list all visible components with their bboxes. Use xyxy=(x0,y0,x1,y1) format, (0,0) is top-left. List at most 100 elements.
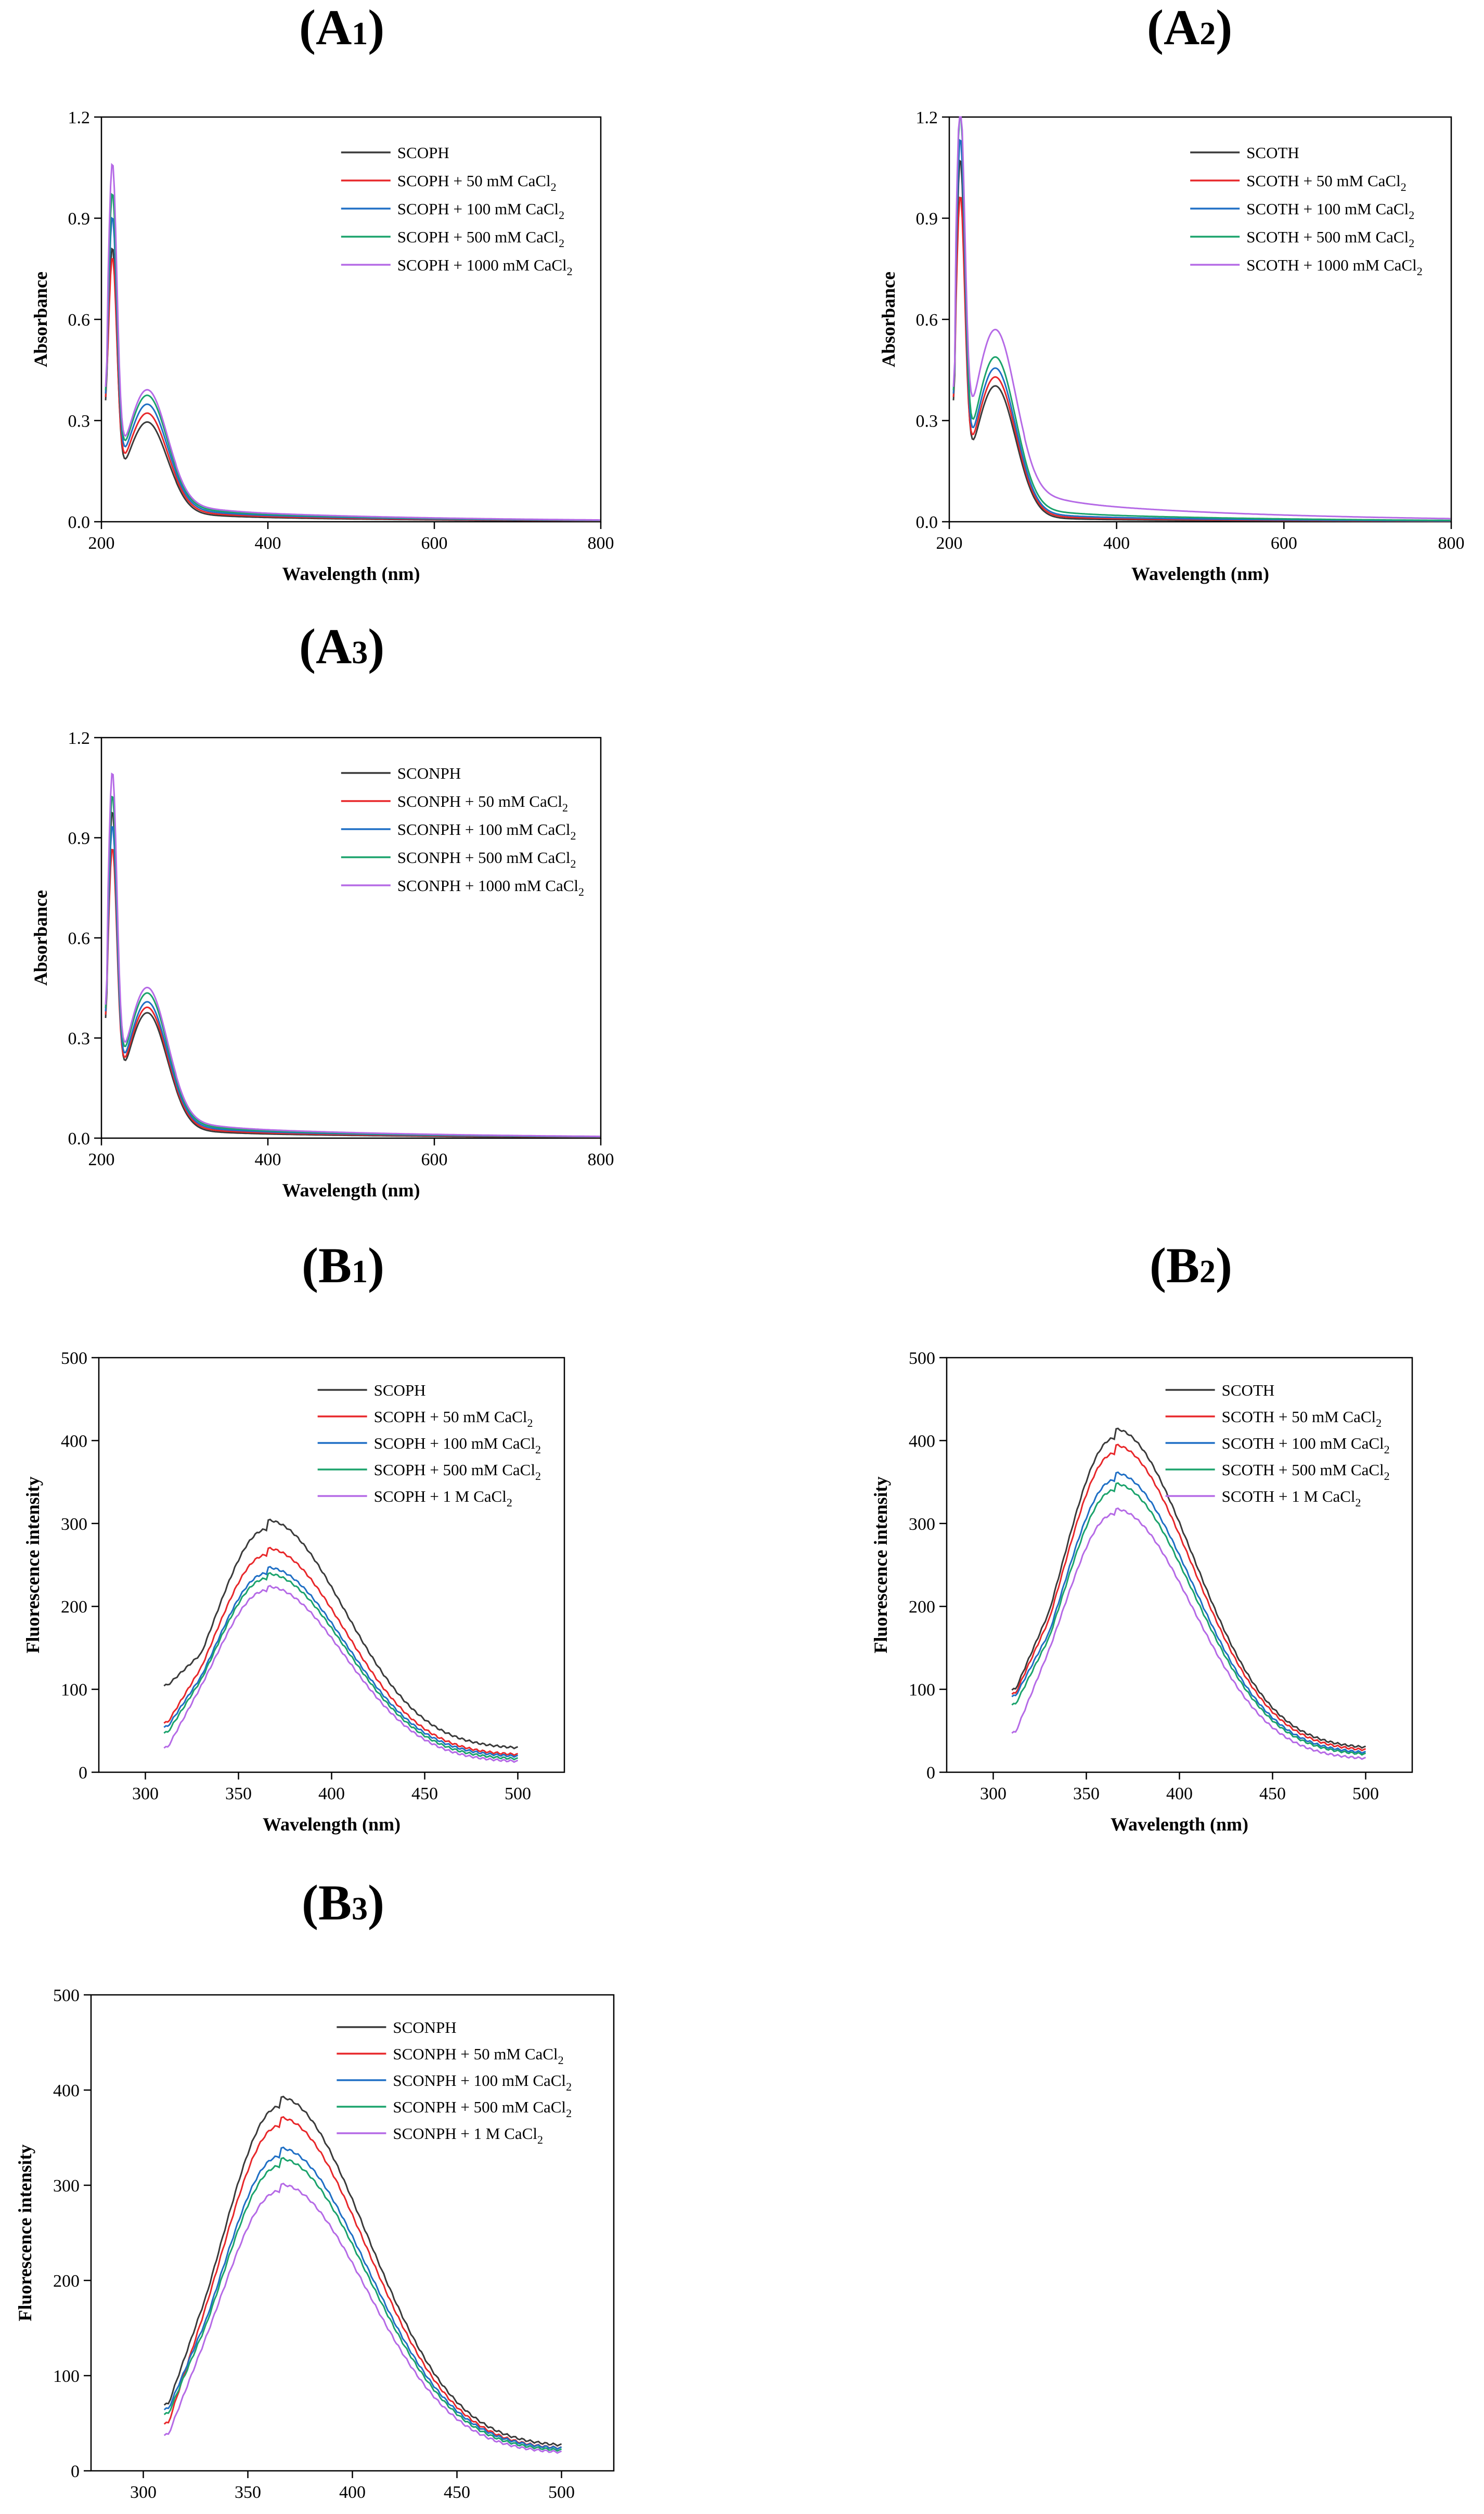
series-line-5 xyxy=(1011,1507,1366,1760)
y-axis-label: Absorbance xyxy=(30,272,51,367)
x-tick-label: 400 xyxy=(255,534,281,553)
legend-label-text: SCOTH xyxy=(1246,144,1299,162)
x-tick-label: 400 xyxy=(339,2483,366,2502)
y-tick-label: 0.6 xyxy=(68,929,91,948)
legend-label: SCONPH + 100 mM CaCl2 xyxy=(397,820,576,842)
legend-label-text: SCOPH + 500 mM CaCl xyxy=(374,1461,535,1479)
legend-label-subscript: 2 xyxy=(1356,1496,1361,1509)
legend-label-text: SCONPH xyxy=(397,764,461,782)
legend-label: SCOTH xyxy=(1222,1381,1275,1399)
legend-label-text: SCOTH + 500 mM CaCl xyxy=(1246,228,1409,246)
x-tick-label: 300 xyxy=(130,2483,157,2502)
y-axis-label: Fluorescence intensity xyxy=(870,1476,891,1653)
y-tick-label: 500 xyxy=(61,1349,87,1368)
y-tick-label: 0.6 xyxy=(916,311,938,330)
y-tick-label: 1.2 xyxy=(916,108,938,127)
legend-label-subscript: 2 xyxy=(571,829,576,842)
x-tick-label: 500 xyxy=(1352,1784,1379,1803)
legend-label-text: SCOPH + 100 mM CaCl xyxy=(397,200,559,218)
legend-label: SCOTH + 500 mM CaCl2 xyxy=(1246,228,1414,250)
legend-label: SCOPH + 500 mM CaCl2 xyxy=(397,228,564,250)
y-tick-label: 0.3 xyxy=(68,412,91,431)
legend-label-subscript: 2 xyxy=(1417,265,1423,278)
y-tick-label: 100 xyxy=(909,1681,935,1700)
y-tick-label: 0 xyxy=(926,1763,935,1783)
series-line-1 xyxy=(1011,1427,1366,1749)
legend-label: SCOTH + 100 mM CaCl2 xyxy=(1222,1434,1390,1456)
series-line-3 xyxy=(163,2146,562,2450)
legend-label-text: SCONPH + 50 mM CaCl xyxy=(397,792,562,810)
legend-label-subscript: 2 xyxy=(1409,237,1414,250)
legend-label-subscript: 2 xyxy=(1384,1469,1390,1482)
x-tick-label: 400 xyxy=(318,1784,345,1803)
y-tick-label: 100 xyxy=(53,2367,80,2386)
x-axis-label: Wavelength (nm) xyxy=(282,563,420,584)
legend-label-text: SCOPH + 1 M CaCl xyxy=(374,1487,507,1505)
y-tick-label: 0.9 xyxy=(68,210,91,229)
y-tick-label: 500 xyxy=(53,1986,80,2005)
legend-label-subscript: 2 xyxy=(1401,181,1406,194)
legend-label-subscript: 2 xyxy=(578,885,584,898)
legend-label-subscript: 2 xyxy=(1376,1416,1382,1429)
y-tick-label: 400 xyxy=(61,1432,87,1451)
x-tick-label: 600 xyxy=(1271,534,1297,553)
legend-label-subscript: 2 xyxy=(558,2054,564,2067)
legend-label-text: SCOTH + 50 mM CaCl xyxy=(1222,1408,1376,1426)
x-tick-label: 300 xyxy=(132,1784,159,1803)
legend-label: SCOPH + 1000 mM CaCl2 xyxy=(397,256,573,278)
x-tick-label: 600 xyxy=(421,1150,448,1169)
series-line-5 xyxy=(952,116,1451,520)
legend-label-subscript: 2 xyxy=(551,181,557,194)
legend-label: SCOPH xyxy=(397,144,449,162)
series-line-3 xyxy=(1011,1471,1366,1755)
legend-label-text: SCOPH xyxy=(397,144,449,162)
x-tick-label: 400 xyxy=(255,1150,281,1169)
y-tick-label: 100 xyxy=(61,1681,87,1700)
x-tick-label: 800 xyxy=(1438,534,1465,553)
series-line-3 xyxy=(163,1566,519,1758)
legend-label: SCOTH + 1 M CaCl2 xyxy=(1222,1487,1361,1509)
series-line-5 xyxy=(105,163,600,521)
legend-label-subscript: 2 xyxy=(559,209,564,222)
series-line-2 xyxy=(1011,1443,1366,1751)
x-tick-label: 300 xyxy=(980,1784,1006,1803)
legend-label-subscript: 2 xyxy=(567,265,573,278)
y-tick-label: 400 xyxy=(53,2081,80,2100)
y-tick-label: 0 xyxy=(79,1763,87,1783)
x-tick-label: 800 xyxy=(588,534,614,553)
legend-label-text: SCONPH + 500 mM CaCl xyxy=(397,848,571,867)
legend-label-subscript: 2 xyxy=(535,1443,541,1456)
legend-label-subscript: 2 xyxy=(571,857,576,870)
series-line-2 xyxy=(163,1546,519,1757)
legend-label: SCOTH xyxy=(1246,144,1299,162)
x-tick-label: 400 xyxy=(1103,534,1130,553)
x-tick-label: 800 xyxy=(588,1150,614,1169)
legend-label: SCOTH + 1000 mM CaCl2 xyxy=(1246,256,1423,278)
x-axis-label: Wavelength (nm) xyxy=(1111,1814,1248,1835)
y-tick-label: 0.0 xyxy=(916,513,938,532)
y-tick-label: 200 xyxy=(61,1597,87,1617)
x-tick-label: 350 xyxy=(1073,1784,1100,1803)
legend-label-subscript: 2 xyxy=(507,1496,512,1509)
legend-label: SCOTH + 100 mM CaCl2 xyxy=(1246,200,1414,222)
legend-label: SCOTH + 500 mM CaCl2 xyxy=(1222,1461,1390,1482)
x-axis-label: Wavelength (nm) xyxy=(283,2512,421,2514)
legend-label: SCONPH + 500 mM CaCl2 xyxy=(397,848,576,870)
legend-label: SCONPH + 100 mM CaCl2 xyxy=(393,2071,572,2093)
legend-label-subscript: 2 xyxy=(1384,1443,1390,1456)
series-line-1 xyxy=(163,1518,519,1750)
y-tick-label: 200 xyxy=(909,1597,935,1617)
legend-label: SCONPH xyxy=(393,2018,456,2036)
legend-label-text: SCOPH + 100 mM CaCl xyxy=(374,1434,535,1452)
panel-label-a3: (A3) xyxy=(299,618,385,674)
legend-label-subscript: 2 xyxy=(566,2107,572,2120)
x-tick-label: 600 xyxy=(421,534,448,553)
y-tick-label: 300 xyxy=(61,1515,87,1534)
series-line-4 xyxy=(1011,1482,1366,1756)
legend-label: SCOPH + 50 mM CaCl2 xyxy=(374,1408,533,1429)
panel-label-a1: (A1) xyxy=(299,0,385,55)
